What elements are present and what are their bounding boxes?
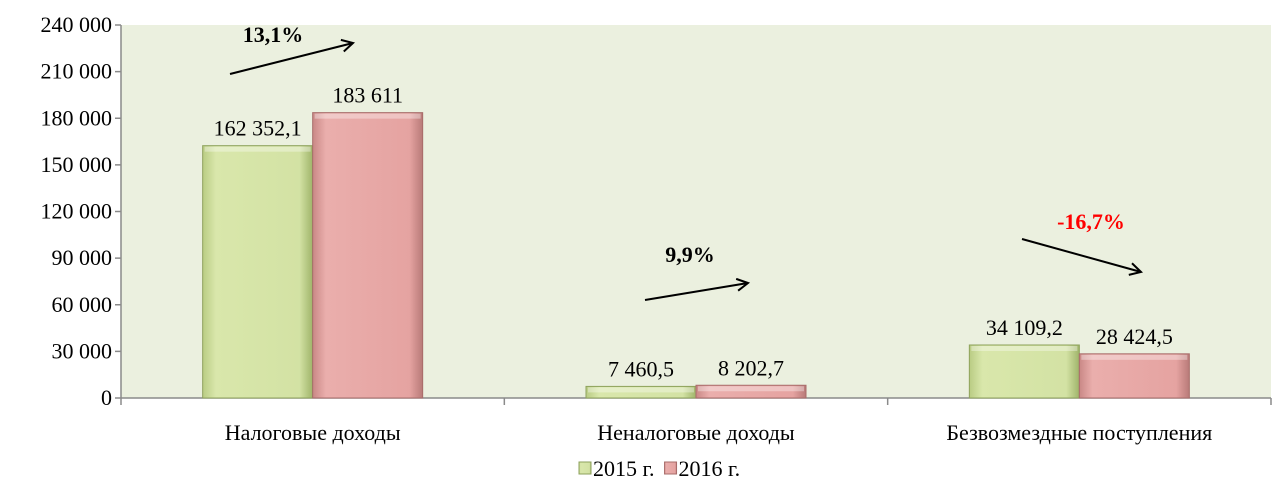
trend-arrow: [229, 43, 353, 75]
bar-bevel: [698, 386, 804, 392]
bar: [695, 384, 807, 399]
trend-arrow: [1021, 238, 1141, 272]
growth-label: -16,7%: [1057, 209, 1125, 234]
data-label: 183 611: [332, 83, 403, 108]
bar: [968, 344, 1080, 399]
legend-swatch: [664, 461, 678, 475]
growth-annotations: 13,1% 9,9% -16,7%: [229, 22, 1141, 301]
bars: [202, 112, 1190, 399]
bar-bevel: [1081, 354, 1188, 360]
category-label: Налоговые доходы: [225, 420, 401, 445]
y-tick-label: 240 000: [41, 12, 113, 37]
y-axis: 0 30 000 60 000 90 000 120 000 150 000 180 000…: [41, 12, 122, 410]
bar-bevel: [971, 345, 1078, 351]
y-tick-label: 90 000: [52, 245, 113, 270]
data-labels: 162 352,1 183 611 7 460,5 8 202,7 34 109,2 28…: [214, 83, 1173, 382]
y-tick-label: 210 000: [41, 59, 113, 84]
data-label: 34 109,2: [986, 315, 1063, 340]
y-tick-label: 180 000: [41, 105, 113, 130]
x-axis: Налоговые доходы Неналоговые доходы Безвоз…: [120, 397, 1272, 445]
data-label: 162 352,1: [214, 116, 302, 141]
y-tick-label: 120 000: [41, 199, 113, 224]
y-tick-label: 0: [101, 385, 112, 410]
bar-bevel: [314, 113, 421, 119]
legend-swatch: [578, 461, 592, 475]
data-label: 7 460,5: [608, 356, 674, 381]
y-tick-label: 60 000: [52, 292, 113, 317]
bar: [312, 112, 424, 399]
y-tick-label: 30 000: [52, 338, 113, 363]
growth-label: 9,9%: [665, 242, 715, 267]
bar: [1078, 353, 1190, 399]
trend-arrow: [644, 283, 748, 301]
category-label: Безвозмездные поступления: [946, 420, 1212, 445]
data-label: 28 424,5: [1096, 324, 1173, 349]
legend-label: 2015 г.: [593, 456, 655, 481]
bar-bevel: [204, 146, 311, 152]
data-label: 8 202,7: [718, 355, 784, 380]
y-tick-label: 150 000: [41, 152, 113, 177]
legend-label: 2016 г.: [679, 456, 741, 481]
bar: [202, 145, 314, 399]
bar-bevel: [588, 387, 694, 393]
growth-label: 13,1%: [243, 22, 304, 47]
legend: 2015 г. 2016 г.: [578, 456, 741, 481]
category-label: Неналоговые доходы: [597, 420, 795, 445]
